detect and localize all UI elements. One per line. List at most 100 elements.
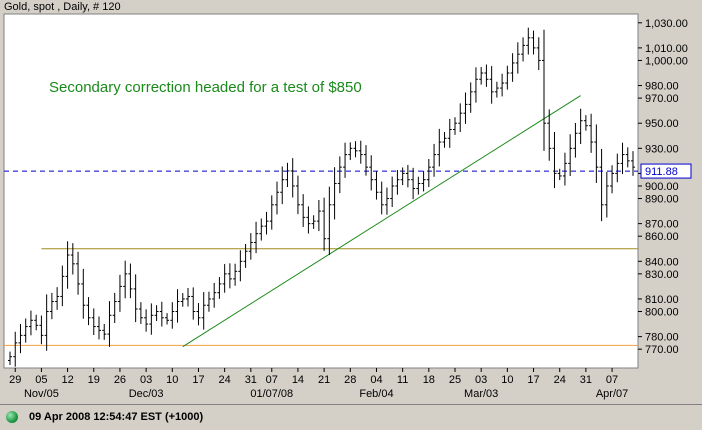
ohlc-bar	[23, 318, 28, 343]
x-tick-label: 19	[88, 374, 100, 386]
ohlc-bar	[102, 324, 107, 340]
ohlc-bar	[620, 142, 625, 175]
ohlc-bar	[206, 291, 211, 312]
x-month-label: Apr/07	[596, 388, 628, 400]
ohlc-bar	[562, 152, 567, 186]
x-tick-label: 10	[166, 374, 178, 386]
ohlc-bar	[301, 194, 306, 227]
x-axis: 29 05 12 19 26 03 10 17 24 31 07 14 21 28 04 11 18 25 03 10…	[9, 368, 628, 400]
ohlc-bar	[374, 171, 379, 200]
ohlc-bar	[536, 37, 541, 71]
ohlc-bar	[521, 37, 526, 62]
ohlc-bar	[547, 109, 552, 161]
ohlc-bar	[421, 170, 426, 192]
x-tick-label: 05	[35, 374, 47, 386]
y-tick-label: 980.00	[645, 81, 679, 93]
ohlc-bar	[243, 243, 248, 268]
ohlc-bar	[369, 155, 374, 191]
y-tick-label: 950.00	[645, 118, 679, 130]
x-month-label: Mar/03	[464, 388, 498, 400]
y-tick-label: 780.00	[645, 332, 679, 344]
ohlc-bar	[285, 162, 290, 187]
ohlc-bar	[254, 221, 259, 254]
ohlc-bar	[170, 302, 175, 329]
x-month-label: Nov/05	[24, 388, 59, 400]
ohlc-bar	[395, 169, 400, 195]
ohlc-bar	[479, 67, 484, 85]
ohlc-bar	[117, 274, 122, 312]
y-tick-label: 1,030.00	[645, 18, 688, 30]
ohlc-bar	[227, 263, 232, 289]
ohlc-bar	[332, 167, 337, 220]
ohlc-bar	[191, 287, 196, 320]
x-tick-label: 24	[554, 374, 566, 386]
ohlc-bar	[426, 158, 431, 188]
price-chart[interactable]: Secondary correction headed for a test o…	[0, 0, 702, 404]
x-tick-label: 29	[9, 374, 21, 386]
ohlc-bar	[201, 292, 206, 330]
ohlc-bar	[589, 113, 594, 153]
ohlc-bar	[604, 171, 609, 218]
x-tick-label: 17	[527, 374, 539, 386]
ohlc-bar	[238, 250, 243, 282]
ohlc-bar	[494, 81, 499, 98]
y-tick-label: 1,010.00	[645, 43, 688, 55]
y-tick-label: 810.00	[645, 294, 679, 306]
ohlc-bar	[180, 293, 185, 307]
ohlc-bar	[631, 151, 635, 176]
window-title: Gold, spot , Daily, # 120	[4, 1, 121, 13]
ohlc-bar	[442, 131, 447, 148]
y-tick-label: 830.00	[645, 269, 679, 281]
x-tick-label: 11	[397, 374, 408, 386]
ohlc-bar	[133, 274, 138, 323]
ohlc-bar	[107, 301, 112, 347]
ohlc-bar	[552, 132, 557, 189]
y-tick-label: 770.00	[645, 344, 679, 356]
plot-area	[3, 13, 639, 369]
ohlc-bar	[416, 176, 421, 195]
ohlc-bars	[8, 27, 635, 367]
y-tick-label: 890.00	[645, 194, 679, 206]
ohlc-bar	[259, 218, 264, 241]
x-month-label: Feb/04	[359, 388, 393, 400]
x-tick-label: 17	[192, 374, 204, 386]
y-tick-label: 970.00	[645, 93, 679, 105]
ohlc-bar	[13, 331, 18, 367]
ohlc-bar	[233, 263, 238, 286]
ohlc-bar	[437, 128, 442, 167]
ohlc-bar	[275, 181, 279, 215]
trendline-layer	[182, 95, 581, 348]
ohlc-bar	[165, 313, 170, 325]
ohlc-bar	[400, 167, 405, 186]
ohlc-bar	[327, 186, 332, 256]
ohlc-bar	[583, 115, 588, 131]
y-tick-label: 840.00	[645, 256, 679, 268]
ohlc-bar	[500, 73, 505, 97]
ohlc-bar	[149, 303, 154, 335]
x-tick-label: 24	[219, 374, 231, 386]
ohlc-bar	[159, 301, 164, 327]
ohlc-bar	[405, 164, 410, 188]
x-tick-label: 25	[449, 374, 461, 386]
ohlc-bar	[447, 118, 452, 148]
ohlc-bar	[123, 260, 128, 299]
ohlc-bar	[49, 292, 54, 320]
ohlc-bar	[463, 92, 468, 124]
status-bar: 09 Apr 2008 12:54:47 EST (+1000)	[0, 404, 702, 430]
x-tick-label: 03	[475, 374, 487, 386]
ohlc-bar	[196, 303, 201, 326]
x-tick-label: 12	[61, 374, 73, 386]
ohlc-bar	[358, 140, 363, 164]
ohlc-bar	[610, 165, 615, 194]
ohlc-bar	[557, 168, 562, 181]
ohlc-bar	[175, 289, 180, 323]
ohlc-bar	[411, 167, 416, 200]
ohlc-bar	[322, 197, 327, 251]
ohlc-bar	[306, 206, 311, 234]
ohlc-bar	[390, 176, 395, 208]
x-tick-label: 07	[606, 374, 618, 386]
status-timestamp: 09 Apr 2008 12:54:47 EST (+1000)	[29, 411, 204, 423]
ohlc-bar	[65, 241, 70, 289]
x-tick-label: 21	[318, 374, 330, 386]
